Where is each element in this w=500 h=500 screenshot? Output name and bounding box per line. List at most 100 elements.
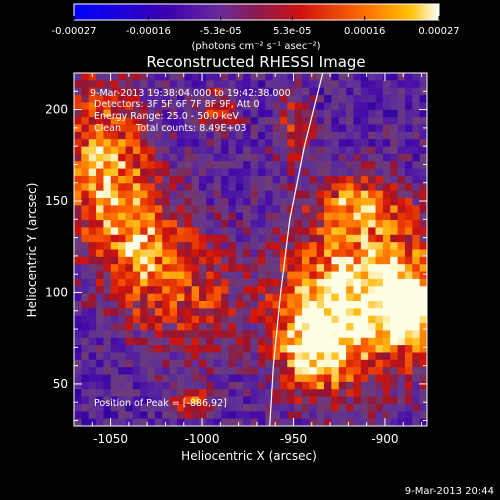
heatmap-cell	[154, 168, 163, 177]
heatmap-cell	[221, 337, 230, 346]
heatmap-cell	[390, 102, 399, 111]
heatmap-cell	[287, 278, 296, 287]
heatmap-cell	[235, 256, 244, 265]
heatmap-cell	[287, 264, 296, 273]
heatmap-cell	[191, 139, 200, 148]
heatmap-cell	[199, 139, 207, 148]
heatmap-cell	[213, 190, 222, 199]
heatmap-cell	[96, 293, 105, 302]
heatmap-cell	[250, 403, 259, 412]
heatmap-cell	[412, 264, 421, 273]
heatmap-cell	[184, 131, 193, 140]
heatmap-cell	[176, 190, 185, 199]
heatmap-cell	[81, 300, 90, 309]
heatmap-cell	[221, 175, 230, 184]
heatmap-cell	[103, 183, 112, 192]
heatmap-cell	[125, 175, 134, 184]
heatmap-cell	[125, 396, 134, 405]
heatmap-cell	[199, 249, 207, 258]
heatmap-cell	[96, 109, 105, 118]
heatmap-cell	[257, 315, 266, 324]
heatmap-cell	[81, 367, 90, 376]
heatmap-cell	[110, 411, 119, 420]
heatmap-cell	[154, 381, 163, 390]
heatmap-cell	[250, 271, 259, 280]
heatmap-cell	[162, 315, 171, 324]
heatmap-cell	[419, 264, 427, 273]
heatmap-cell	[419, 102, 427, 111]
heatmap-cell	[412, 124, 421, 133]
heatmap-cell	[88, 131, 97, 140]
heatmap-cell	[191, 131, 200, 140]
heatmap-cell	[265, 190, 274, 199]
heatmap-cell	[199, 389, 207, 398]
heatmap-cell	[154, 337, 163, 346]
heatmap-cell	[382, 337, 391, 346]
heatmap-cell	[169, 337, 178, 346]
heatmap-cell	[96, 183, 105, 192]
heatmap-cell	[257, 102, 266, 111]
heatmap-cell	[235, 190, 244, 199]
heatmap-cell	[162, 175, 171, 184]
heatmap-cell	[221, 212, 230, 221]
heatmap-cell	[316, 271, 325, 280]
heatmap-cell	[74, 337, 82, 346]
heatmap-cell	[74, 190, 82, 199]
heatmap-cell	[81, 411, 90, 420]
heatmap-cell	[191, 271, 200, 280]
heatmap-cell	[118, 198, 127, 206]
heatmap-cell	[96, 227, 105, 236]
heatmap-cell	[279, 381, 288, 390]
heatmap-cell	[162, 308, 171, 317]
heatmap-cell	[301, 389, 310, 398]
heatmap-cell	[353, 183, 362, 192]
heatmap-cell	[390, 205, 399, 214]
heatmap-cell	[169, 109, 178, 118]
heatmap-cell	[191, 161, 200, 170]
heatmap-cell	[140, 330, 149, 339]
heatmap-cell	[235, 264, 244, 273]
heatmap-cell	[88, 337, 97, 346]
heatmap-cell	[140, 80, 149, 89]
heatmap-cell	[404, 153, 413, 162]
heatmap-cell	[74, 359, 82, 368]
heatmap-cell	[287, 367, 296, 376]
heatmap-cell	[132, 109, 141, 118]
heatmap-cell	[368, 308, 377, 317]
y-axis-label: Heliocentric Y (arcsec)	[25, 183, 39, 318]
heatmap-cell	[243, 153, 252, 162]
heatmap-cell	[118, 300, 127, 309]
heatmap-cell	[294, 249, 303, 258]
heatmap-cell	[125, 256, 134, 265]
heatmap-cell	[213, 161, 222, 170]
heatmap-cell	[279, 198, 288, 206]
heatmap-cell	[316, 308, 325, 317]
heatmap-cell	[338, 286, 347, 295]
heatmap-cell	[309, 73, 318, 81]
heatmap-cell	[96, 131, 105, 140]
heatmap-cell	[132, 190, 141, 199]
heatmap-cell	[257, 330, 266, 339]
heatmap-cell	[375, 286, 384, 295]
heatmap-cell	[272, 359, 281, 368]
heatmap-cell	[191, 87, 200, 96]
heatmap-cell	[169, 345, 178, 354]
heatmap-cell	[169, 175, 178, 184]
heatmap-cell	[287, 227, 296, 236]
heatmap-cell	[147, 190, 156, 199]
heatmap-cell	[118, 256, 127, 265]
heatmap-cell	[375, 234, 384, 243]
heatmap-cell	[81, 418, 90, 426]
heatmap-cell	[213, 315, 222, 324]
heatmap-cell	[176, 161, 185, 170]
heatmap-cell	[206, 381, 215, 390]
heatmap-cell	[353, 403, 362, 412]
heatmap-cell	[368, 359, 377, 368]
heatmap-cell	[287, 242, 296, 251]
heatmap-cell	[88, 242, 97, 251]
heatmap-cell	[404, 396, 413, 405]
heatmap-cell	[162, 212, 171, 221]
heatmap-cell	[397, 293, 406, 302]
heatmap-cell	[301, 102, 310, 111]
heatmap-cell	[96, 168, 105, 177]
